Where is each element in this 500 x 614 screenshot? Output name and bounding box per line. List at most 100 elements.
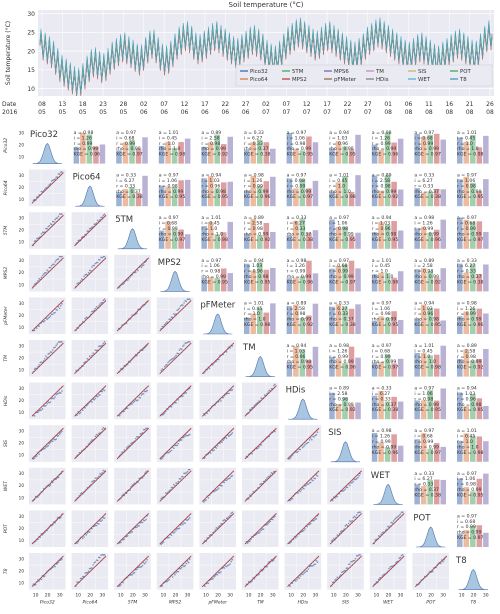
- scatter-point: [315, 559, 318, 562]
- x-tick-month: 06: [221, 109, 229, 116]
- stat-bar: [414, 439, 420, 462]
- stat-bar: [427, 271, 433, 292]
- scatter-point: [61, 430, 63, 433]
- one-to-one-line: [329, 556, 362, 587]
- pair-x-axis-label: Pico64: [82, 600, 97, 606]
- scatter-point: [217, 487, 220, 490]
- stat-bar: [306, 136, 312, 164]
- scatter-point: [308, 439, 311, 441]
- stat-text: i = 1.26: [372, 135, 390, 141]
- scatter-point: [79, 492, 82, 495]
- legend-box: [235, 64, 493, 87]
- scatter-point: [175, 529, 177, 531]
- scatter-point: [33, 415, 36, 417]
- scatter-point: [392, 520, 395, 522]
- scatter-point: [102, 426, 105, 429]
- scatter-point: [93, 479, 96, 482]
- pair-x-tick: 10: [246, 593, 252, 599]
- fit-line: [329, 555, 362, 587]
- stat-text: r = 0.33: [414, 183, 433, 189]
- stat-bar: [227, 221, 233, 249]
- stat-text: rho = 0.99: [414, 444, 439, 450]
- stat-bar: [342, 264, 348, 292]
- scatter-point: [175, 354, 177, 357]
- scatter-point: [301, 446, 304, 449]
- stat-text: KGE = 0.38: [287, 237, 314, 243]
- stat-text: a = 0.89: [329, 386, 349, 392]
- scatter-point: [186, 470, 189, 473]
- scatter-point: [188, 558, 191, 561]
- density-curve: [373, 483, 403, 505]
- scatter-point: [87, 271, 90, 274]
- stat-text: KGE = 0.38: [414, 492, 441, 498]
- stat-bar: [299, 218, 306, 249]
- fit-line: [74, 385, 107, 417]
- pair-x-axis-label: T8: [470, 600, 476, 606]
- stat-text: a = 0.98: [329, 343, 349, 349]
- diag-variable-label: Pico32: [30, 130, 58, 140]
- stat-bar: [207, 222, 214, 249]
- stat-bar: [440, 479, 446, 505]
- stat-text: rho = 1.0: [457, 444, 479, 450]
- stat-bar: [420, 268, 427, 292]
- stat-text: i = 2.58: [244, 221, 262, 227]
- stat-text: r = 0.98: [201, 269, 220, 275]
- pair-x-tick: 20: [386, 593, 392, 599]
- stat-bar: [397, 271, 404, 292]
- scatter-point: [94, 561, 97, 563]
- stat-bar: [257, 262, 263, 292]
- scatter-point: [177, 442, 180, 445]
- scatter-point: [347, 522, 350, 525]
- pair-x-axis-label: 5TM: [128, 600, 138, 606]
- scatter-point: [249, 494, 251, 496]
- one-to-one-line: [31, 343, 64, 374]
- stat-bar: [257, 185, 263, 207]
- stat-bar: [427, 308, 433, 334]
- stat-bar: [378, 316, 384, 334]
- pair-x-tick: 20: [130, 593, 136, 599]
- scatter-point: [92, 564, 94, 566]
- pair-x-axis-label: HDis: [298, 600, 309, 606]
- scatter-point: [229, 477, 231, 479]
- pair-x-tick: 10: [118, 593, 124, 599]
- scatter-point: [180, 304, 183, 306]
- stat-text: i = 2.58: [372, 178, 390, 184]
- legend-label: 5TM: [292, 69, 304, 75]
- fit-line: [74, 513, 107, 545]
- pair-x-tick: 30: [227, 593, 233, 599]
- scatter-point: [102, 255, 105, 258]
- pair-x-tick: 20: [343, 593, 349, 599]
- scatter-point: [398, 514, 401, 517]
- scatter-point: [101, 256, 104, 259]
- scatter-point: [57, 215, 60, 218]
- scatter-point: [187, 341, 190, 343]
- scatter-point: [53, 221, 55, 223]
- scatter-point: [186, 519, 189, 522]
- scatter-point: [344, 525, 347, 527]
- fit-line: [31, 427, 64, 460]
- stat-text: i = 0.68: [116, 135, 134, 141]
- stat-bar: [470, 134, 476, 164]
- stat-text: KGE = 0.96: [372, 152, 399, 158]
- scatter-point: [34, 583, 37, 586]
- fit-line: [202, 555, 235, 587]
- scatter-point: [118, 585, 121, 587]
- one-to-one-line: [329, 513, 362, 545]
- stat-bar: [470, 435, 476, 462]
- stat-bar: [433, 229, 440, 249]
- scatter-point: [188, 298, 191, 301]
- stat-text: a = 0.97: [329, 258, 349, 264]
- stat-bar: [329, 356, 335, 377]
- scatter-point: [139, 397, 142, 399]
- stat-bar: [463, 311, 470, 334]
- stat-text: r = 0.33: [372, 396, 391, 402]
- stat-text: i = 1.06: [414, 391, 432, 397]
- stat-bar: [371, 433, 378, 462]
- stat-text: i = 1.26: [287, 263, 305, 269]
- scatter-point: [38, 364, 40, 366]
- scatter-point: [38, 277, 40, 280]
- scatter-point: [55, 344, 58, 347]
- legend-label: WET: [418, 77, 431, 83]
- scatter-point: [164, 322, 167, 325]
- stat-text: r = 0.99: [329, 354, 348, 360]
